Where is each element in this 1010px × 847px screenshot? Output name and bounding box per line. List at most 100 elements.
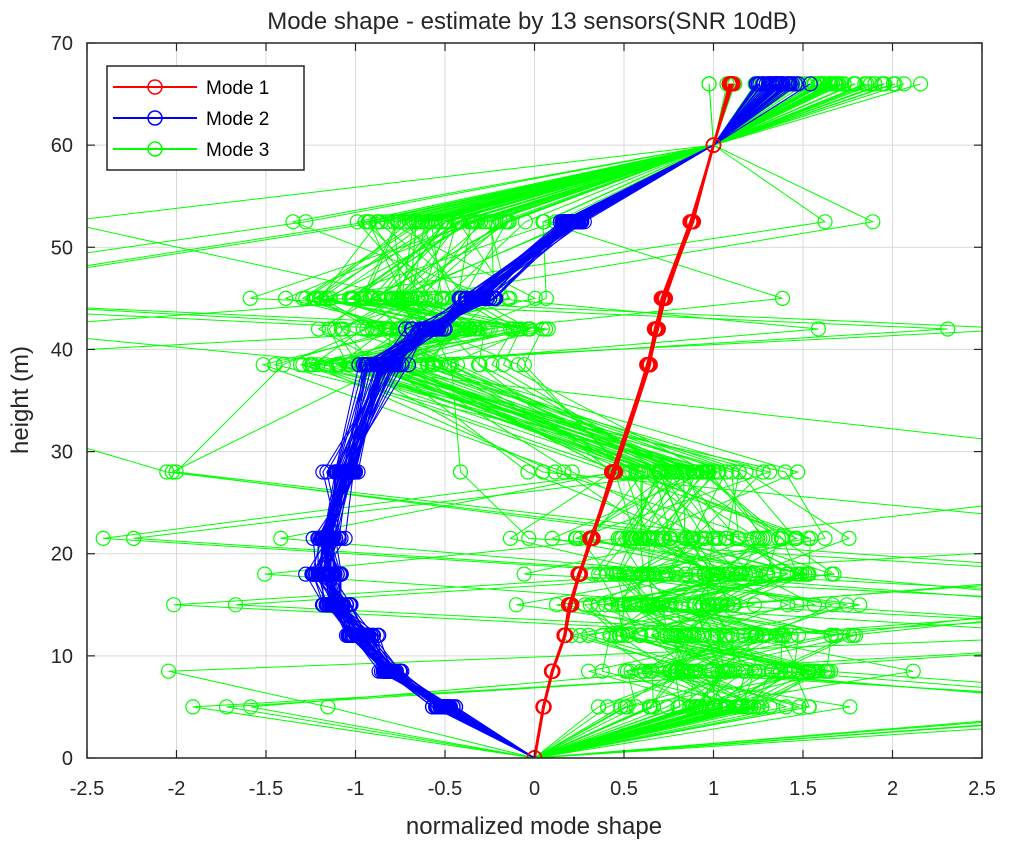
x-tick-label: -1 — [347, 778, 365, 800]
data-point — [723, 76, 740, 92]
trial-marker — [465, 214, 481, 230]
trial-marker — [677, 627, 693, 644]
trial-marker — [317, 530, 333, 547]
trial-marker — [806, 76, 823, 92]
trial-marker — [777, 464, 793, 480]
x-tick-label: 0.5 — [610, 778, 638, 800]
trial-marker — [787, 530, 803, 547]
data-point — [557, 627, 573, 644]
trial-marker — [298, 214, 314, 230]
trial-marker — [341, 627, 357, 644]
trial-marker — [316, 566, 332, 582]
trial-line — [378, 83, 982, 758]
x-tick-label: -2.5 — [70, 778, 104, 800]
trial-marker — [581, 627, 597, 644]
x-tick-label: 1.5 — [789, 778, 817, 800]
trial-marker — [356, 627, 372, 644]
trial-marker — [731, 566, 748, 582]
trial-marker — [572, 530, 588, 547]
data-point — [374, 356, 391, 373]
data-point — [320, 530, 337, 547]
trial-marker — [728, 566, 744, 582]
trial-marker — [823, 627, 839, 644]
trial-marker — [801, 566, 817, 582]
trial-marker — [685, 464, 701, 480]
legend-label: Mode 3 — [206, 140, 269, 161]
trial-marker — [778, 699, 794, 715]
trial-marker — [790, 76, 806, 92]
trial-marker — [831, 76, 847, 92]
trial-marker — [810, 321, 827, 337]
chart-title: Mode shape - estimate by 13 sensors(SNR … — [267, 8, 797, 35]
trial-marker — [746, 597, 762, 613]
trial-marker — [824, 597, 841, 613]
trial-marker — [594, 663, 610, 679]
trial-marker — [789, 597, 805, 613]
trial-marker — [657, 566, 674, 582]
trial-marker — [817, 214, 833, 230]
data-point — [648, 321, 664, 337]
series-mean-line — [327, 83, 777, 758]
trial-marker — [527, 290, 543, 306]
data-point — [813, 76, 829, 92]
series-layer — [87, 76, 982, 758]
trial-marker — [896, 76, 912, 92]
trial-marker — [743, 627, 759, 644]
trial-line — [87, 83, 875, 758]
trial-marker — [538, 290, 554, 306]
trial-marker — [126, 530, 142, 547]
legend-item: Mode 2 — [113, 109, 269, 130]
data-point — [562, 597, 579, 613]
trial-line — [87, 83, 856, 758]
data-point — [571, 566, 588, 582]
trial-marker — [369, 357, 385, 373]
data-point — [383, 663, 400, 679]
trial-marker — [641, 699, 658, 715]
trial-marker — [462, 321, 478, 337]
trial-marker — [398, 321, 414, 337]
trial-marker — [876, 76, 892, 92]
trial-marker — [521, 321, 538, 337]
trial-line — [87, 83, 815, 758]
trial-marker — [821, 76, 837, 92]
trial-marker — [746, 530, 762, 547]
trial-marker — [267, 357, 283, 373]
trial-line — [324, 83, 789, 758]
x-tick-label: 2.5 — [968, 778, 996, 800]
trial-marker — [436, 321, 452, 337]
trial-marker — [298, 566, 314, 582]
trial-marker — [645, 699, 662, 715]
trial-marker — [707, 530, 723, 547]
trial-marker — [485, 290, 501, 306]
legend-marker — [147, 110, 163, 126]
data-point — [641, 356, 657, 373]
y-tick-label: 40 — [51, 339, 73, 361]
trial-marker — [433, 214, 449, 230]
trial-marker — [228, 597, 244, 613]
data-point — [419, 321, 435, 337]
trial-marker — [763, 663, 780, 679]
legend-label: Mode 2 — [206, 109, 269, 130]
trial-marker — [852, 597, 868, 613]
trial-marker — [695, 464, 711, 480]
data-point — [696, 627, 713, 644]
trial-marker — [255, 357, 271, 373]
trial-marker — [741, 566, 758, 582]
trial-marker — [709, 597, 726, 613]
trial-marker — [412, 357, 428, 373]
trial-marker — [755, 464, 771, 480]
legend-item: Mode 1 — [113, 78, 269, 99]
trial-marker — [612, 597, 629, 613]
trial-marker — [678, 566, 694, 582]
trial-marker — [502, 530, 518, 547]
y-tick-label: 30 — [51, 442, 73, 464]
trial-marker — [540, 321, 556, 337]
trial-line — [87, 83, 815, 758]
trial-marker — [161, 663, 177, 679]
x-tick-label: 1 — [708, 778, 719, 800]
legend: Mode 1 Mode 2 Mode 3 — [106, 65, 305, 171]
trial-marker — [499, 214, 515, 230]
trial-marker — [364, 321, 380, 337]
x-axis-ticks: -2.5 -2 -1.5 -1 -0.5 0 0.5 1 1.5 2 2.5 — [70, 43, 996, 800]
trial-marker — [166, 597, 182, 613]
